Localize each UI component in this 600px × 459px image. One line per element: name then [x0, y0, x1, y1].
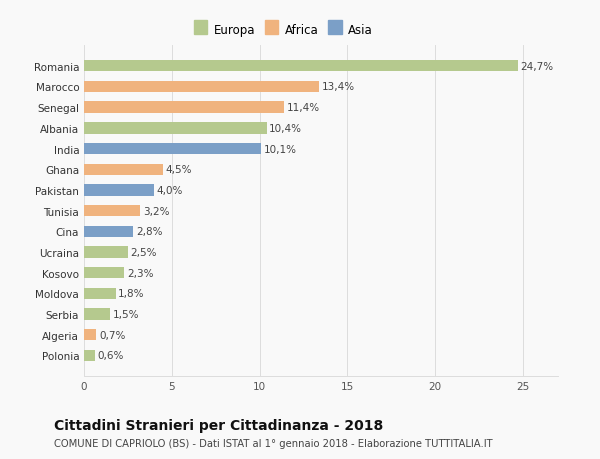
- Text: 2,8%: 2,8%: [136, 227, 162, 237]
- Text: 24,7%: 24,7%: [520, 62, 553, 72]
- Bar: [84, 330, 96, 341]
- Bar: [84, 268, 124, 279]
- Bar: [84, 309, 110, 320]
- Text: Cittadini Stranieri per Cittadinanza - 2018: Cittadini Stranieri per Cittadinanza - 2…: [54, 418, 383, 431]
- Bar: [84, 102, 284, 113]
- Text: 2,3%: 2,3%: [127, 268, 154, 278]
- Text: 1,5%: 1,5%: [113, 309, 139, 319]
- Legend: Europa, Africa, Asia: Europa, Africa, Asia: [189, 19, 377, 41]
- Text: 11,4%: 11,4%: [287, 103, 320, 113]
- Text: 1,8%: 1,8%: [118, 289, 145, 299]
- Bar: [84, 247, 128, 258]
- Bar: [84, 226, 133, 237]
- Text: 0,7%: 0,7%: [99, 330, 125, 340]
- Bar: [84, 123, 266, 134]
- Bar: [84, 61, 518, 72]
- Text: 10,1%: 10,1%: [264, 144, 297, 154]
- Bar: [84, 164, 163, 175]
- Text: 3,2%: 3,2%: [143, 206, 169, 216]
- Bar: [84, 82, 319, 93]
- Text: 0,6%: 0,6%: [97, 351, 124, 361]
- Bar: [84, 288, 116, 299]
- Text: 2,5%: 2,5%: [131, 247, 157, 257]
- Bar: [84, 185, 154, 196]
- Text: 10,4%: 10,4%: [269, 123, 302, 134]
- Bar: [84, 350, 95, 361]
- Text: COMUNE DI CAPRIOLO (BS) - Dati ISTAT al 1° gennaio 2018 - Elaborazione TUTTITALI: COMUNE DI CAPRIOLO (BS) - Dati ISTAT al …: [54, 438, 493, 448]
- Bar: [84, 144, 262, 155]
- Text: 4,5%: 4,5%: [166, 165, 192, 175]
- Text: 4,0%: 4,0%: [157, 185, 183, 196]
- Text: 13,4%: 13,4%: [322, 82, 355, 92]
- Bar: [84, 206, 140, 217]
